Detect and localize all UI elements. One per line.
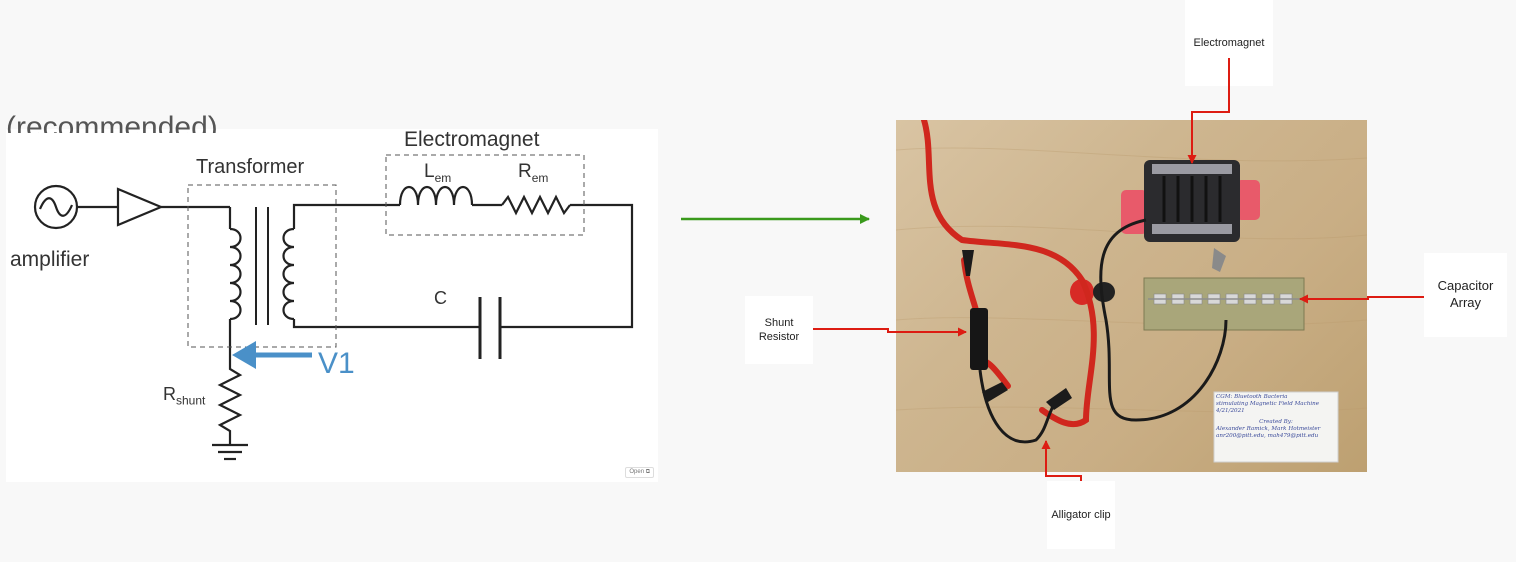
note-line-title: CGM: Bluetooth Bacteria xyxy=(1216,394,1288,400)
capacitor-board xyxy=(1143,277,1305,331)
callout-shunt-resistor: Shunt Resistor xyxy=(745,296,813,364)
v1-arrow-icon xyxy=(232,341,256,369)
inductor-symbol xyxy=(398,186,474,206)
inductor-label: Lem xyxy=(424,162,451,184)
circuit-schematic: (recommended) Electromagnet Transformer … xyxy=(6,113,658,482)
note-line-date: 4/21/2021 xyxy=(1216,407,1245,414)
capacitor-label: C xyxy=(434,288,447,308)
callout-electromagnet: Electromagnet xyxy=(1185,0,1273,86)
alligator-clip-right xyxy=(1046,388,1072,410)
shunt-resistor-part xyxy=(970,308,988,370)
resistor-symbol xyxy=(501,194,571,216)
shunt-subscript: shunt xyxy=(176,393,206,408)
note-line-authors: Alexander Ramick, Mark Hotmeister xyxy=(1216,425,1321,432)
note-card-text: CGM: Bluetooth Bacteria stimulating Magn… xyxy=(1216,394,1336,440)
open-button[interactable]: Open ⧉ xyxy=(625,467,654,478)
note-card xyxy=(1213,391,1339,463)
note-line-emails: anr200@pitt.edu, mah479@pitt.edu xyxy=(1216,432,1319,439)
inductor-subscript: em xyxy=(434,170,452,185)
device-photo-drawing xyxy=(896,120,1367,463)
cut-heading: (recommended) xyxy=(6,113,218,133)
electromagnet-bracket-right xyxy=(1236,180,1260,220)
electromagnet-bracket-left xyxy=(1121,190,1147,234)
v1-label: V1 xyxy=(318,347,355,380)
transformer-box xyxy=(187,184,337,348)
primary-coil-symbol xyxy=(229,227,242,321)
callout-capacitor-array: Capacitor Array xyxy=(1424,253,1507,337)
shunt-label: Rshunt xyxy=(163,385,205,407)
device-photo: CGM: Bluetooth Bacteria stimulating Magn… xyxy=(896,120,1367,472)
electromagnet-heading: Electromagnet xyxy=(404,128,540,151)
note-line-subtitle: stimulating Magnetic Field Machine xyxy=(1216,400,1320,407)
resistor-subscript: em xyxy=(531,170,549,185)
resistor-label: Rem xyxy=(518,162,548,184)
resistor-symbol-text: R xyxy=(518,161,532,182)
electromagnet-box xyxy=(385,154,585,236)
secondary-coil-symbol xyxy=(282,227,295,321)
note-line-created: Created By: xyxy=(1259,418,1293,425)
alligator-clip-left xyxy=(982,382,1008,402)
amplifier-label: amplifier xyxy=(10,248,90,271)
sine-wave-icon xyxy=(38,197,74,217)
ferrite-ring-black xyxy=(1093,282,1115,302)
callout-alligator-clip: Alligator clip xyxy=(1047,481,1115,549)
shunt-resistor-symbol xyxy=(217,359,243,445)
schematic-drawing xyxy=(33,154,634,461)
inductor-symbol-text: L xyxy=(424,161,435,182)
amplifier-symbol xyxy=(116,187,164,227)
transformer-heading: Transformer xyxy=(196,156,305,178)
shunt-symbol-text: R xyxy=(163,384,176,404)
